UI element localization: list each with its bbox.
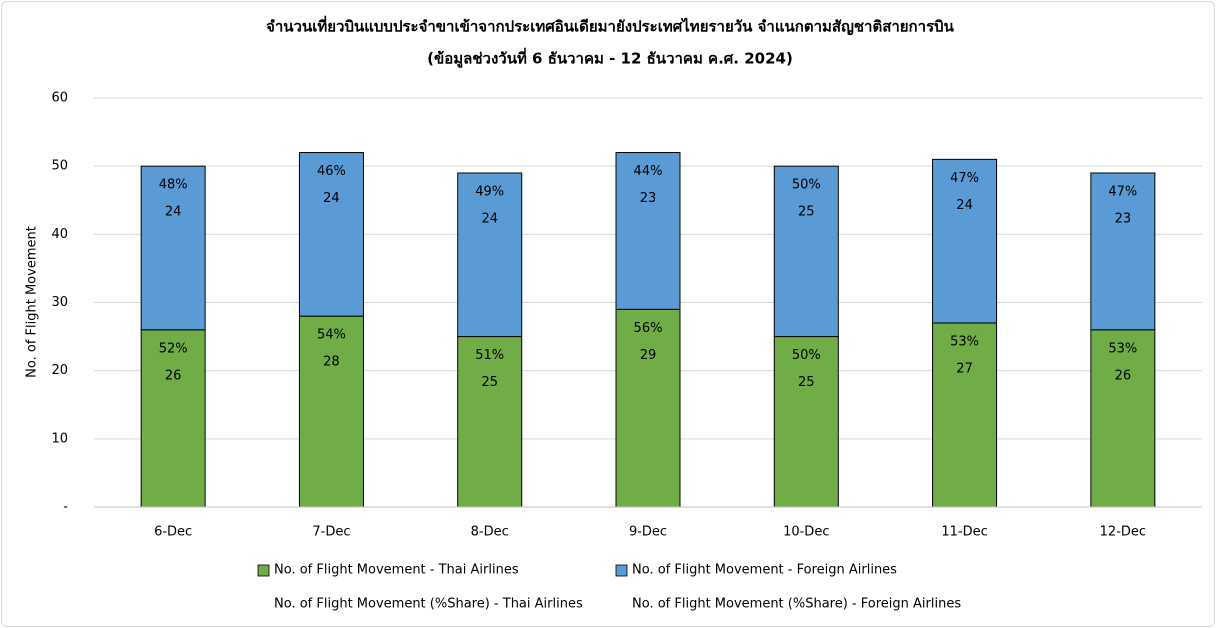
legend-swatch <box>257 564 270 577</box>
bar-segment <box>298 152 364 317</box>
share-label: 47% <box>1108 184 1137 199</box>
bar-segment <box>140 165 206 331</box>
share-label: 49% <box>475 184 504 199</box>
legend-swatch <box>615 564 628 577</box>
x-tick-label: 10-Dec <box>783 525 829 540</box>
bar-segment <box>298 315 364 508</box>
bar-segment <box>140 329 206 508</box>
bar-segment <box>773 336 839 508</box>
x-tick-label: 7-Dec <box>312 525 350 540</box>
value-label: 24 <box>481 211 498 226</box>
y-axis-label: No. of Flight Movement <box>25 226 40 378</box>
legend-label: No. of Flight Movement (%Share) - Thai A… <box>274 597 583 612</box>
bar-segment <box>773 165 839 338</box>
value-label: 26 <box>165 368 182 383</box>
bar-segment <box>1090 329 1156 508</box>
share-label: 54% <box>317 328 346 343</box>
value-label: 24 <box>956 198 973 213</box>
x-tick-label: 6-Dec <box>154 525 192 540</box>
value-label: 25 <box>798 375 815 390</box>
y-tick-label: 50 <box>51 159 68 174</box>
bar-segment <box>457 336 523 508</box>
bar-segment <box>615 308 681 508</box>
value-label: 24 <box>323 191 340 206</box>
y-tick-label: 20 <box>51 363 68 378</box>
value-label: 25 <box>798 205 815 220</box>
value-label: 28 <box>323 355 340 370</box>
share-label: 50% <box>792 348 821 363</box>
y-tick-label: 60 <box>51 91 68 106</box>
x-tick-label: 9-Dec <box>629 525 667 540</box>
bar-segment <box>457 172 523 338</box>
share-label: 53% <box>1108 341 1137 356</box>
bar-segment <box>932 322 998 508</box>
share-label: 47% <box>950 171 979 186</box>
x-tick-label: 12-Dec <box>1100 525 1146 540</box>
y-tick-label: 40 <box>51 227 68 242</box>
value-label: 24 <box>165 205 182 220</box>
share-label: 48% <box>159 178 188 193</box>
value-label: 23 <box>640 191 657 206</box>
share-label: 50% <box>792 178 821 193</box>
y-tick-label: 30 <box>51 295 68 310</box>
share-label: 56% <box>634 321 663 336</box>
chart-subtitle: (ข้อมูลช่วงวันที่ 6 ธันวาคม - 12 ธันวาคม… <box>427 48 793 69</box>
legend-label: No. of Flight Movement - Foreign Airline… <box>632 563 897 578</box>
share-label: 53% <box>950 334 979 349</box>
chart-title: จำนวนเที่ยวบินแบบประจำขาเข้าจากประเทศอิน… <box>266 16 955 36</box>
bar-segment <box>615 152 681 310</box>
share-label: 44% <box>634 164 663 179</box>
share-label: 52% <box>159 341 188 356</box>
value-label: 27 <box>956 361 973 376</box>
share-label: 46% <box>317 164 346 179</box>
value-label: 25 <box>481 375 498 390</box>
x-tick-label: 11-Dec <box>941 525 987 540</box>
share-label: 51% <box>475 348 504 363</box>
value-label: 23 <box>1115 211 1132 226</box>
legend-label: No. of Flight Movement - Thai Airlines <box>274 563 519 578</box>
value-label: 29 <box>640 348 657 363</box>
y-tick-label: - <box>63 500 68 515</box>
value-label: 26 <box>1115 368 1132 383</box>
bar-segment <box>1090 172 1156 331</box>
y-tick-label: 10 <box>51 431 68 446</box>
x-tick-label: 8-Dec <box>471 525 509 540</box>
bar-segment <box>932 158 998 324</box>
legend-label: No. of Flight Movement (%Share) - Foreig… <box>632 597 961 612</box>
